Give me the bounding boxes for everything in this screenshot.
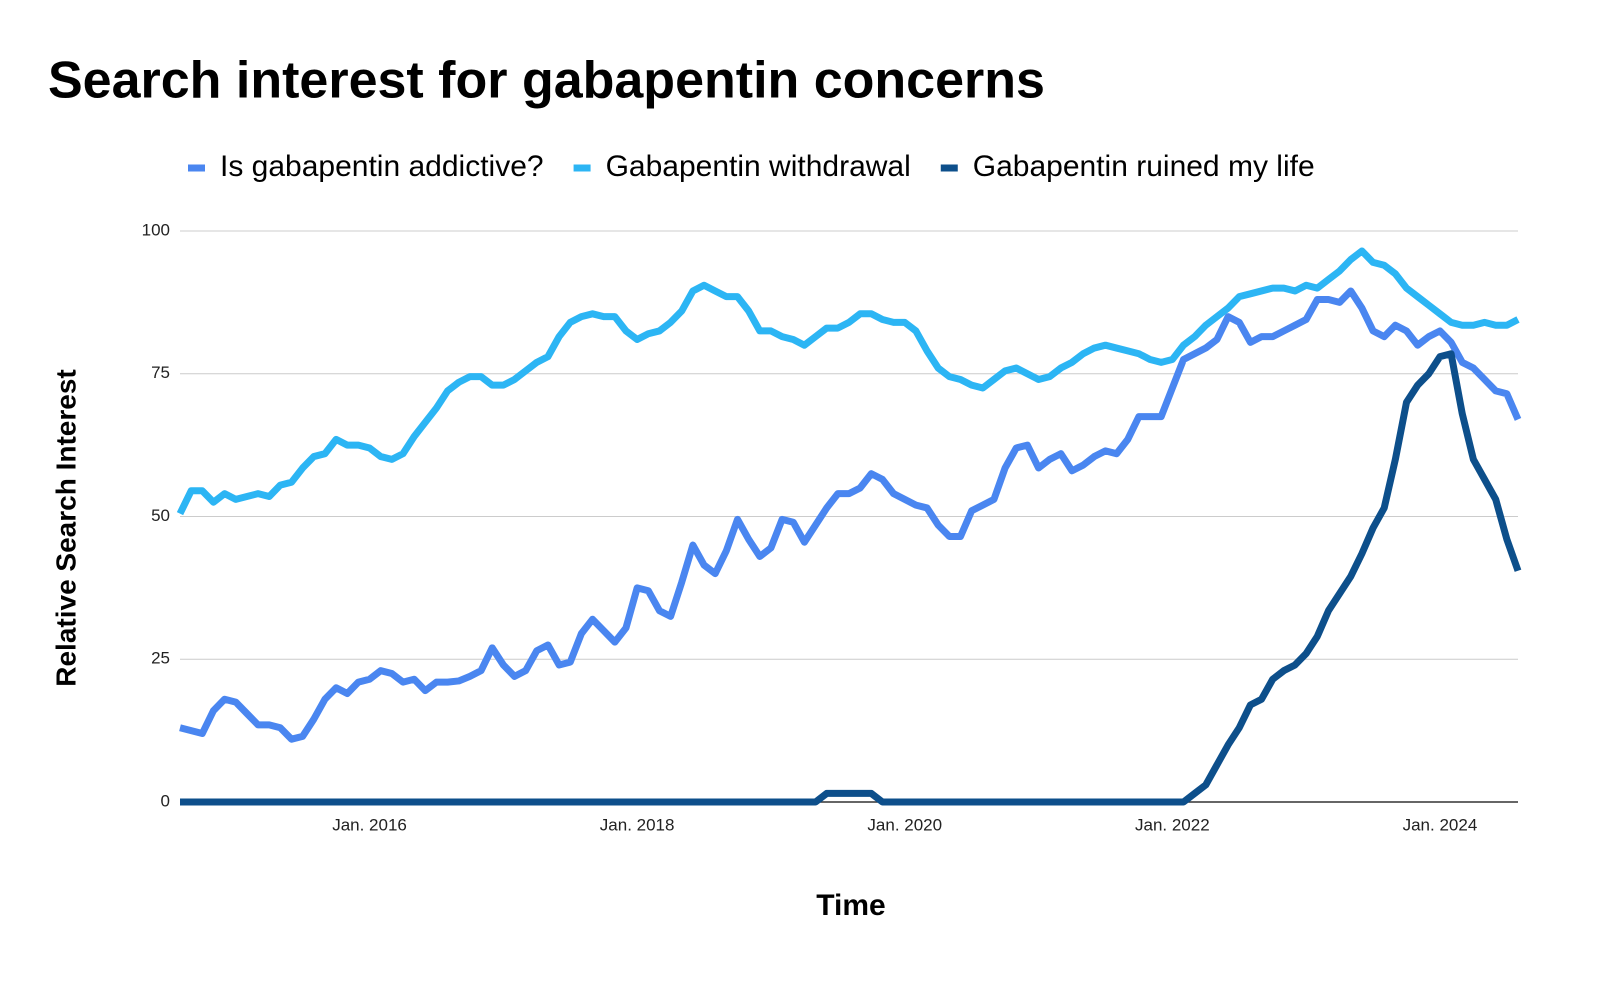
- y-tick-label: 25: [151, 649, 170, 668]
- y-axis-title: Relative Search Interest: [50, 369, 81, 687]
- series-line: [179, 287, 1522, 743]
- series-line: [180, 350, 1522, 806]
- y-tick-label: 50: [151, 506, 170, 525]
- legend-label: Gabapentin ruined my life: [973, 150, 1315, 183]
- legend: Is gabapentin addictive? Gabapentin withd…: [188, 150, 1315, 183]
- legend-label: Gabapentin withdrawal: [606, 150, 911, 183]
- x-tick-label: Jan. 2022: [1135, 815, 1210, 834]
- x-axis-title: Time: [816, 889, 885, 922]
- x-tick-label: Jan. 2024: [1403, 815, 1478, 834]
- y-tick-label: 0: [161, 791, 170, 810]
- grid: 0 25 50 75 100 Jan. 2016 Jan. 2018 Jan. 2020 Jan…: [142, 220, 1518, 834]
- x-tick-label: Jan. 2016: [332, 815, 407, 834]
- chart-title: Search interest for gabapentin concerns: [48, 52, 1045, 110]
- plot: [176, 247, 1522, 806]
- series-line: [176, 247, 1520, 516]
- x-tick-label: Jan. 2018: [600, 815, 675, 834]
- y-tick-label: 100: [142, 220, 170, 239]
- legend-label: Is gabapentin addictive?: [220, 150, 544, 183]
- x-tick-label: Jan. 2020: [867, 815, 942, 834]
- y-tick-label: 75: [151, 363, 170, 382]
